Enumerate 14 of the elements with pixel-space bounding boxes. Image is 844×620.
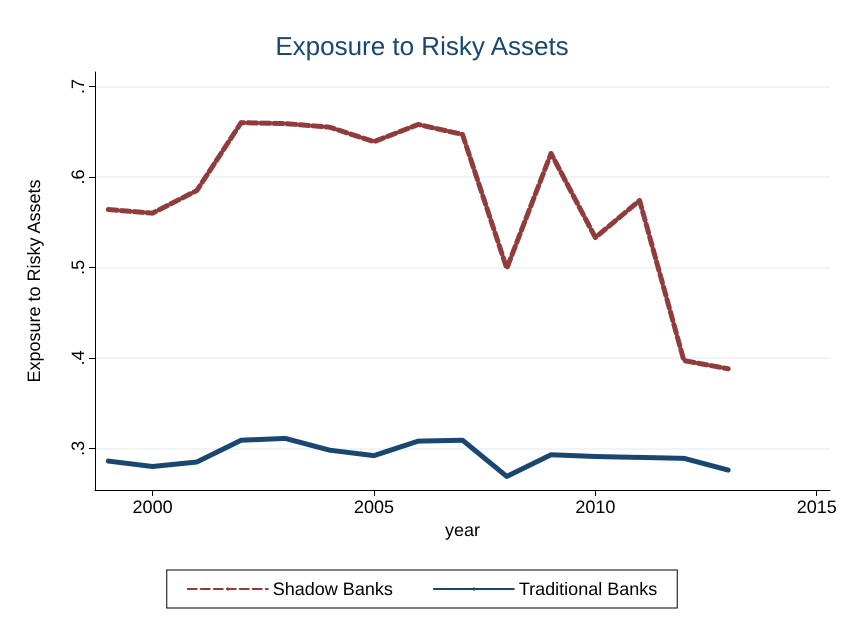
legend-label: Shadow Banks [272, 579, 393, 599]
y-tick-label: .7 [68, 78, 88, 94]
x-axis-title: year [444, 520, 480, 540]
x-tick-label: 2005 [354, 497, 394, 517]
x-tick-label: 2000 [132, 497, 173, 517]
y-tick-label: .3 [68, 440, 88, 456]
legend-label: Traditional Banks [518, 579, 658, 599]
y-tick-label: .5 [68, 260, 88, 275]
y-tick-label: .6 [68, 169, 88, 184]
y-tick-label: .4 [68, 350, 88, 366]
x-tick-label: 2010 [575, 497, 616, 517]
y-axis-title: Exposure to Risky Assets [24, 179, 44, 383]
x-tick-label: 2015 [796, 497, 837, 517]
chart-title: Exposure to Risky Assets [275, 31, 569, 61]
